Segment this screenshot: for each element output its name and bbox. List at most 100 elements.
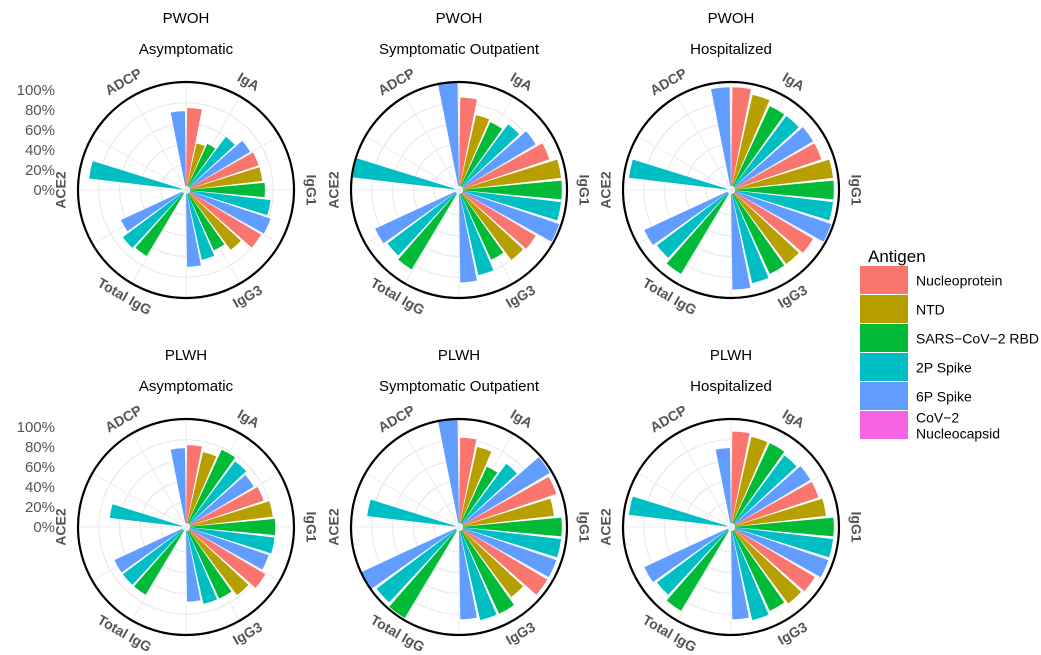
bar-igg3-sars-cov-2-rbd	[187, 193, 225, 251]
bar-igg1-2p-spike	[189, 527, 275, 554]
bar-igg3-ntd	[461, 192, 523, 260]
bar-total-igg-6p-spike	[644, 191, 728, 246]
category-label-total-igg: Total IgG	[368, 274, 428, 318]
bar-igg3-sars-cov-2-rbd	[732, 530, 785, 611]
bar-total-igg-6p-spike	[121, 191, 183, 232]
y-tick-label: 60%	[25, 459, 55, 476]
bar-igg1-2p-spike	[734, 527, 834, 558]
bar-igg3-6p-spike	[459, 530, 477, 620]
bar-igg1-6p-spike	[734, 528, 829, 578]
bar-iga-nucleoprotein	[459, 97, 477, 187]
grid-spoke	[637, 472, 732, 528]
bar-total-igg-6p-spike	[360, 528, 456, 590]
bar-iga-nucleoprotein	[731, 87, 751, 187]
bar-iga-ntd	[186, 452, 217, 524]
legend-label: SARS−CoV−2 RBD	[916, 331, 1039, 347]
bar-igg1-nucleoprotein	[734, 143, 822, 189]
bar-igg1-sars-cov-2-rbd	[462, 517, 562, 537]
bar-iga-2p-spike	[188, 136, 235, 188]
bar-iga-2p-spike	[733, 116, 799, 188]
grid-spoke	[730, 472, 825, 528]
legend-swatch	[860, 411, 908, 439]
bar-adcp-6p-spike	[170, 448, 186, 524]
panel-condition-title: Hospitalized	[690, 378, 772, 395]
category-label-iga: IgA	[235, 406, 263, 431]
category-label-ace2: ACE2	[326, 171, 342, 209]
legend: Antigen Nucleoprotein NTD SARS−CoV−2 RBD 2P…	[860, 247, 1039, 442]
bar-ace2-2p-spike	[367, 499, 456, 527]
bar-igg3-6p-spike	[186, 530, 201, 602]
bar-iga-6p-spike	[462, 131, 536, 188]
legend-item-ntd: NTD	[860, 295, 945, 323]
bar-igg3-6p-spike	[731, 193, 751, 290]
y-tick-label: 20%	[25, 499, 55, 516]
panel-condition-title: Symptomatic Outpatient	[379, 378, 540, 395]
bar-ace2-2p-spike	[89, 161, 183, 190]
category-label-total-igg: Total IgG	[640, 611, 700, 655]
bar-adcp-6p-spike	[170, 111, 186, 187]
bar-igg3-2p-spike	[459, 193, 494, 276]
bar-igg1-ntd	[189, 167, 263, 190]
grid-spoke	[185, 189, 280, 245]
grid-spoke	[676, 526, 732, 621]
bar-adcp-6p-spike	[711, 87, 731, 187]
outer-circle	[76, 417, 296, 637]
panel-condition-title: Asymptomatic	[139, 378, 234, 395]
grid-spoke	[637, 135, 732, 191]
y-tick-label: 100%	[17, 82, 55, 99]
bar-iga-nucleoprotein	[186, 108, 202, 187]
bar-iga-6p-spike	[734, 466, 811, 525]
bar-igg1-nucleoprotein	[189, 152, 259, 189]
category-label-igg1: IgG1	[576, 511, 592, 542]
category-label-igg1: IgG1	[303, 174, 319, 205]
bar-iga-6p-spike	[462, 457, 550, 525]
bar-igg3-2p-spike	[731, 193, 769, 284]
bar-igg3-ntd	[733, 192, 799, 264]
bar-total-igg-sars-cov-2-rbd	[666, 530, 729, 611]
bar-igg3-ntd	[461, 529, 523, 597]
category-label-iga: IgA	[780, 406, 808, 431]
bar-igg3-6p-spike	[731, 530, 749, 620]
bar-igg1-sars-cov-2-rbd	[734, 180, 834, 200]
outer-circle	[76, 80, 296, 300]
bar-iga-2p-spike	[733, 455, 797, 525]
bar-igg3-nucleoprotein	[734, 529, 815, 592]
bar-total-igg-2p-spike	[122, 192, 184, 248]
panel-condition-title: Symptomatic Outpatient	[379, 41, 540, 58]
panel-group-title: PLWH	[710, 347, 752, 364]
grid-spoke	[730, 189, 825, 245]
bar-igg1-nucleoprotein	[462, 476, 557, 526]
bar-total-igg-2p-spike	[376, 529, 457, 603]
outer-circle	[621, 417, 841, 637]
y-axis-layer: 0% 20% 40% 60% 80% 100% 0% 20% 40% 60% 80% 100%	[17, 82, 55, 536]
bar-total-igg-sars-cov-2-rbd	[135, 193, 184, 256]
grid-spoke	[131, 189, 187, 284]
bar-igg3-sars-cov-2-rbd	[460, 193, 504, 260]
bar-igg3-6p-spike	[186, 193, 201, 267]
bar-iga-2p-spike	[461, 124, 520, 188]
grid-spoke	[458, 135, 553, 191]
panel-group-title: PWOH	[436, 10, 483, 27]
panel-condition-title: Asymptomatic	[139, 41, 234, 58]
legend-swatch	[860, 266, 908, 294]
bar-igg1-2p-spike	[462, 527, 562, 558]
legend-swatch	[860, 382, 908, 410]
category-label-ace2: ACE2	[53, 171, 69, 209]
category-label-iga: IgA	[508, 406, 536, 431]
category-label-igg1: IgG1	[848, 174, 864, 205]
category-label-iga: IgA	[508, 69, 536, 94]
bar-igg3-ntd	[188, 192, 241, 250]
bar-igg1-ntd	[189, 501, 273, 527]
legend-swatch	[860, 295, 908, 323]
category-label-igg1: IgG1	[576, 174, 592, 205]
bar-igg1-ntd	[462, 159, 562, 190]
bar-igg3-2p-spike	[186, 530, 218, 604]
bar-iga-ntd	[459, 115, 490, 187]
y-tick-label: 40%	[25, 142, 55, 159]
bar-total-igg-6p-spike	[644, 528, 728, 583]
bar-igg3-sars-cov-2-rbd	[732, 193, 785, 274]
legend-item-2p-spike: 2P Spike	[860, 353, 972, 381]
